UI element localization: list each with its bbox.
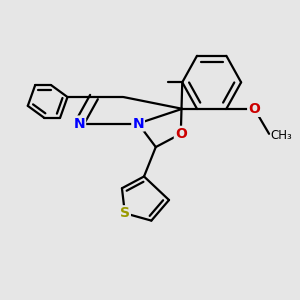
Text: O: O	[248, 102, 260, 116]
Text: N: N	[74, 116, 85, 130]
Text: N: N	[132, 116, 144, 130]
Text: CH₃: CH₃	[271, 129, 292, 142]
Text: S: S	[120, 206, 130, 220]
Text: O: O	[175, 127, 187, 141]
Text: O: O	[248, 102, 260, 116]
